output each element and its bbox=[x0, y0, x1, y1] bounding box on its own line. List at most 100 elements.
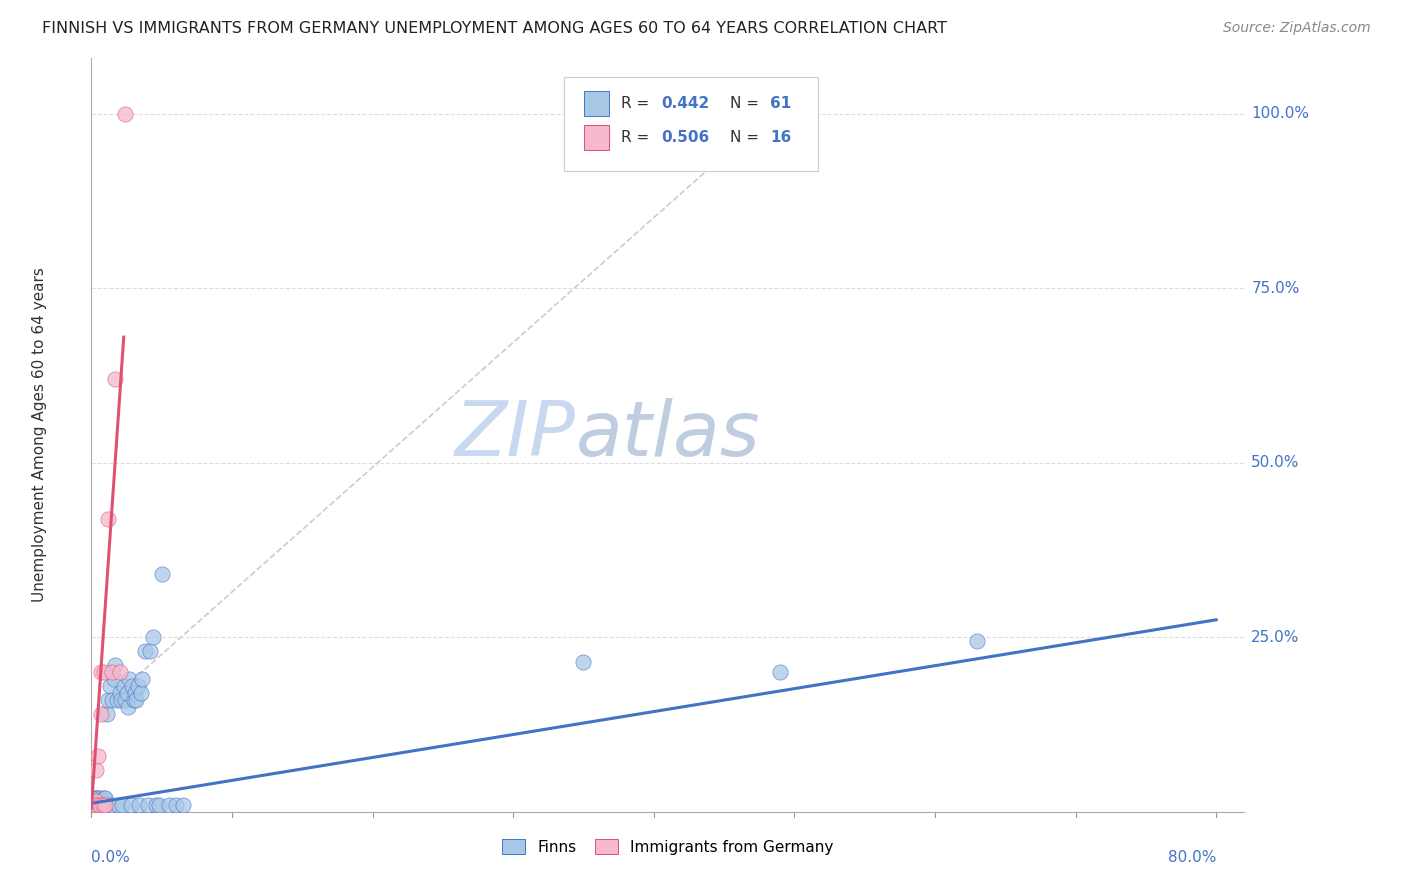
Point bbox=[142, 630, 165, 644]
Point bbox=[83, 797, 105, 812]
Text: R =: R = bbox=[620, 129, 654, 145]
Text: 16: 16 bbox=[770, 129, 792, 145]
Point bbox=[125, 693, 148, 707]
Point bbox=[91, 797, 114, 812]
Point bbox=[150, 567, 173, 582]
Point bbox=[108, 665, 131, 680]
Text: ZIP: ZIP bbox=[454, 398, 575, 472]
Point bbox=[127, 679, 149, 693]
Point bbox=[100, 797, 122, 812]
Text: 50.0%: 50.0% bbox=[1251, 455, 1299, 470]
Text: Source: ZipAtlas.com: Source: ZipAtlas.com bbox=[1223, 21, 1371, 35]
Point bbox=[84, 763, 107, 777]
Point bbox=[115, 686, 138, 700]
FancyBboxPatch shape bbox=[583, 91, 609, 116]
Point bbox=[87, 797, 110, 812]
Point bbox=[90, 797, 112, 812]
Text: 75.0%: 75.0% bbox=[1251, 281, 1299, 296]
Point bbox=[136, 797, 159, 812]
Text: Unemployment Among Ages 60 to 64 years: Unemployment Among Ages 60 to 64 years bbox=[32, 268, 46, 602]
Point bbox=[89, 794, 111, 808]
Point bbox=[93, 797, 115, 812]
Point bbox=[165, 797, 187, 812]
Point bbox=[121, 679, 143, 693]
Point bbox=[111, 797, 134, 812]
Point bbox=[134, 644, 156, 658]
Point bbox=[87, 748, 110, 763]
Point bbox=[89, 797, 111, 812]
Point bbox=[128, 797, 150, 812]
Point bbox=[104, 658, 127, 673]
Point bbox=[114, 693, 136, 707]
Text: FINNISH VS IMMIGRANTS FROM GERMANY UNEMPLOYMENT AMONG AGES 60 TO 64 YEARS CORREL: FINNISH VS IMMIGRANTS FROM GERMANY UNEMP… bbox=[42, 21, 948, 36]
Point bbox=[120, 797, 142, 812]
Point bbox=[84, 794, 107, 808]
Point bbox=[131, 672, 153, 686]
Point bbox=[86, 797, 108, 812]
Point bbox=[172, 797, 194, 812]
Point bbox=[94, 797, 117, 812]
Point bbox=[83, 797, 105, 812]
Text: N =: N = bbox=[730, 129, 763, 145]
Point bbox=[90, 790, 112, 805]
Point bbox=[129, 686, 152, 700]
Text: 0.442: 0.442 bbox=[661, 95, 709, 111]
FancyBboxPatch shape bbox=[583, 125, 609, 150]
Point bbox=[101, 693, 124, 707]
Text: R =: R = bbox=[620, 95, 654, 111]
Point bbox=[101, 665, 124, 680]
Point bbox=[86, 794, 108, 808]
Point bbox=[84, 794, 107, 808]
Point bbox=[97, 693, 120, 707]
Point bbox=[114, 107, 136, 121]
Point bbox=[107, 797, 129, 812]
Point bbox=[89, 797, 111, 812]
Point bbox=[104, 372, 127, 386]
Point bbox=[87, 790, 110, 805]
Point bbox=[93, 665, 115, 680]
Point bbox=[91, 797, 114, 812]
Point bbox=[108, 686, 131, 700]
Point bbox=[84, 790, 107, 805]
Point bbox=[145, 797, 167, 812]
Text: 80.0%: 80.0% bbox=[1168, 850, 1216, 865]
Point bbox=[103, 672, 125, 686]
Text: 61: 61 bbox=[770, 95, 792, 111]
Text: 0.0%: 0.0% bbox=[91, 850, 131, 865]
Point bbox=[118, 672, 141, 686]
Text: 100.0%: 100.0% bbox=[1251, 106, 1309, 121]
Point bbox=[572, 655, 595, 669]
Point bbox=[124, 686, 146, 700]
Point bbox=[84, 797, 107, 812]
Point bbox=[117, 700, 139, 714]
Point bbox=[96, 706, 118, 721]
Point bbox=[98, 679, 121, 693]
Text: 25.0%: 25.0% bbox=[1251, 630, 1299, 645]
Point bbox=[87, 794, 110, 808]
Point bbox=[97, 511, 120, 525]
Point bbox=[82, 797, 104, 812]
Point bbox=[122, 693, 145, 707]
Point bbox=[86, 797, 108, 812]
Point bbox=[966, 633, 988, 648]
Point bbox=[93, 790, 115, 805]
Legend: Finns, Immigrants from Germany: Finns, Immigrants from Germany bbox=[496, 832, 839, 861]
Point bbox=[94, 790, 117, 805]
Point bbox=[139, 644, 162, 658]
Point bbox=[112, 679, 135, 693]
Point bbox=[86, 790, 108, 805]
Point bbox=[94, 797, 117, 812]
Point bbox=[90, 665, 112, 680]
Point bbox=[91, 794, 114, 808]
Point bbox=[769, 665, 792, 680]
Point bbox=[110, 693, 132, 707]
Point bbox=[83, 790, 105, 805]
Point bbox=[105, 693, 128, 707]
Point bbox=[157, 797, 180, 812]
FancyBboxPatch shape bbox=[564, 77, 818, 171]
Text: N =: N = bbox=[730, 95, 763, 111]
Text: atlas: atlas bbox=[575, 398, 761, 472]
Point bbox=[148, 797, 170, 812]
Text: 0.506: 0.506 bbox=[661, 129, 709, 145]
Point bbox=[90, 706, 112, 721]
